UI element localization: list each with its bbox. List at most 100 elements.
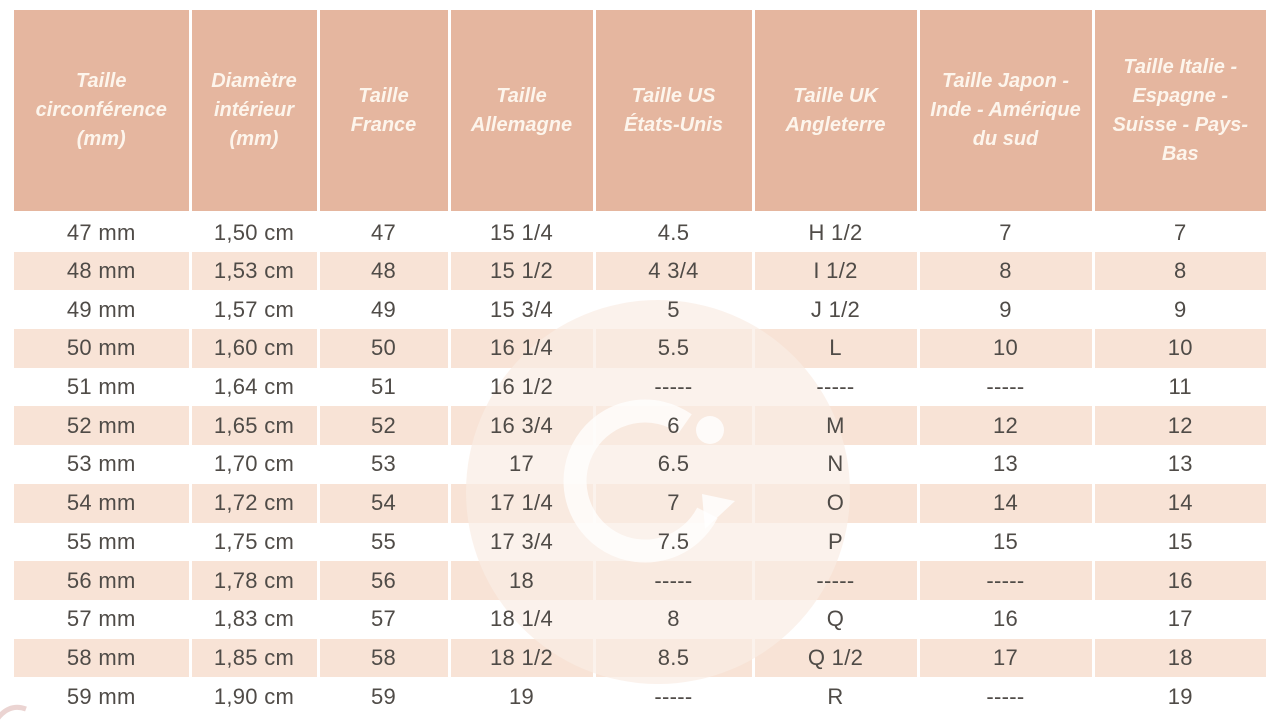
- cell-value: 16 1/4: [490, 335, 553, 361]
- cell-value: H 1/2: [808, 220, 863, 246]
- cell-value: 7: [667, 490, 680, 516]
- column-header-label: Taille Japon - Inde - Amérique du sud: [930, 70, 1081, 150]
- cell-value: 15: [992, 528, 1019, 554]
- table-cell: 1,57 cm: [190, 290, 320, 330]
- cell-value: 15: [1167, 528, 1193, 554]
- column-header-label: Taille US États-Unis: [624, 84, 723, 136]
- cell-value: 1,78 cm: [213, 567, 295, 593]
- table-cell: 1,72 cm: [190, 483, 320, 523]
- cell-value: 16 3/4: [490, 412, 553, 438]
- table-cell: 18 1/4: [449, 599, 596, 639]
- cell-value: 54 mm: [66, 490, 136, 516]
- cell-value: 59 mm: [66, 683, 136, 709]
- cell-value: 15 1/4: [490, 220, 553, 246]
- column-header-label: Taille UK Angleterre: [785, 84, 886, 136]
- table-row: 56 mm 1,78 cm 56 18 ----- ----- ----- 16: [14, 561, 1266, 600]
- cell-value: 48: [370, 258, 397, 284]
- table-cell: 10: [1093, 329, 1266, 368]
- cell-value: L: [829, 335, 842, 361]
- table-cell: 19: [1093, 677, 1266, 716]
- table-cell: 13: [1093, 445, 1266, 484]
- cell-value: 12: [992, 412, 1019, 438]
- table-cell: 53: [318, 445, 451, 484]
- column-header: Taille France: [318, 10, 451, 215]
- table-cell: 58 mm: [14, 638, 192, 678]
- column-header-label: Taille Allemagne: [470, 84, 573, 136]
- table-cell: 56: [318, 561, 451, 600]
- table-cell: 12: [918, 406, 1095, 446]
- table-cell: 15 3/4: [449, 290, 596, 330]
- column-header-label: Taille France: [350, 84, 417, 136]
- table-cell: Q: [753, 599, 920, 639]
- table-cell: 14: [1093, 483, 1266, 523]
- cell-value: 1,50 cm: [213, 220, 295, 246]
- column-header-label: Diamètre intérieur (mm): [211, 70, 297, 150]
- table-row: 57 mm 1,83 cm 57 18 1/4 8 Q 16 17: [14, 599, 1266, 639]
- cell-value: 54: [370, 490, 397, 516]
- cell-value: 1,64 cm: [213, 374, 295, 400]
- cell-value: 16 1/2: [490, 374, 553, 400]
- table-row: 59 mm 1,90 cm 59 19 ----- R ----- 19: [14, 677, 1266, 716]
- cell-value: 57 mm: [66, 606, 136, 632]
- cell-value: 47: [370, 220, 397, 246]
- table-cell: 1,83 cm: [190, 599, 320, 639]
- cell-value: 56 mm: [66, 567, 136, 593]
- cell-value: -----: [986, 567, 1025, 593]
- cell-value: 1,75 cm: [213, 528, 295, 554]
- table-cell: 9: [1093, 290, 1266, 330]
- cell-value: 11: [1168, 374, 1192, 400]
- table-cell: 59 mm: [14, 677, 192, 716]
- column-header: Taille circonférence (mm): [14, 10, 192, 215]
- table-body: 47 mm 1,50 cm 47 15 1/4 4.5 H 1/2 7 7 48 mm 1,53 …: [14, 213, 1266, 716]
- cell-value: O: [826, 490, 845, 516]
- table-cell: O: [753, 483, 920, 523]
- table-cell: 4 3/4: [594, 251, 755, 291]
- table-cell: -----: [594, 677, 755, 716]
- table-cell: 8: [918, 251, 1095, 291]
- table-cell: 57: [318, 599, 451, 639]
- cell-value: 1,70 cm: [213, 451, 295, 477]
- table-cell: 16: [1093, 561, 1266, 600]
- cell-value: 5: [667, 296, 680, 322]
- cell-value: 1,53 cm: [213, 258, 295, 284]
- cell-value: 13: [1167, 451, 1193, 477]
- table-cell: 15: [1093, 522, 1266, 562]
- table-cell: J 1/2: [753, 290, 920, 330]
- table-cell: 49: [318, 290, 451, 330]
- cell-value: 7: [1173, 220, 1187, 246]
- table-cell: 15 1/2: [449, 251, 596, 291]
- table-cell: 14: [918, 483, 1095, 523]
- table-cell: 12: [1093, 406, 1266, 446]
- table-cell: 1,78 cm: [190, 561, 320, 600]
- cell-value: 18 1/2: [490, 644, 553, 670]
- table-cell: 51 mm: [14, 367, 192, 407]
- table-cell: 54 mm: [14, 483, 192, 523]
- cell-value: 1,85 cm: [213, 644, 295, 670]
- cell-value: 9: [999, 296, 1012, 322]
- column-header: Taille Italie - Espagne - Suisse - Pays-…: [1093, 10, 1266, 215]
- cell-value: 59: [370, 683, 397, 709]
- table-cell: 57 mm: [14, 599, 192, 639]
- cell-value: I 1/2: [813, 258, 858, 284]
- cell-value: 10: [992, 335, 1019, 361]
- table-cell: 53 mm: [14, 445, 192, 484]
- column-header: Taille UK Angleterre: [753, 10, 920, 215]
- table-cell: -----: [594, 561, 755, 600]
- cell-value: 58: [370, 644, 397, 670]
- cell-value: 1,57 cm: [213, 296, 295, 322]
- table-cell: 50: [318, 329, 451, 368]
- table-row: 51 mm 1,64 cm 51 16 1/2 ----- ----- ----- 11: [14, 367, 1266, 407]
- cell-value: 49: [370, 296, 397, 322]
- cell-value: -----: [654, 567, 693, 593]
- cell-value: 49 mm: [66, 296, 136, 322]
- table-cell: I 1/2: [753, 251, 920, 291]
- cell-value: Q: [826, 606, 845, 632]
- cell-value: 18: [1167, 644, 1193, 670]
- table-cell: 15 1/4: [449, 213, 596, 252]
- table-cell: 54: [318, 483, 451, 523]
- cell-value: 14: [992, 490, 1019, 516]
- table-row: 54 mm 1,72 cm 54 17 1/4 7 O 14 14: [14, 483, 1266, 523]
- cell-value: -----: [654, 374, 693, 400]
- ring-size-conversion-table: Taille circonférence (mm) Diamètre intéri…: [14, 10, 1266, 716]
